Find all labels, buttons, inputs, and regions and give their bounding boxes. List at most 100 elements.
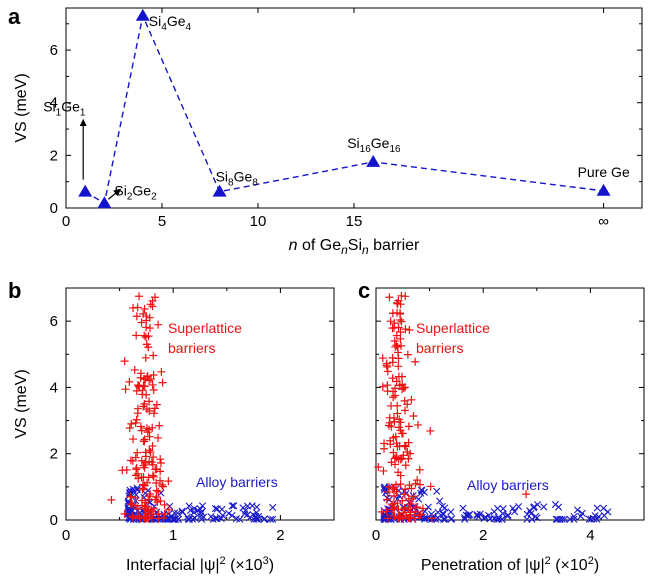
panel-b-point-superlattice	[137, 456, 146, 465]
panel-b-point-superlattice	[155, 421, 164, 430]
panel-b-point-superlattice	[133, 504, 142, 513]
panel-a-ytick-label: 0	[50, 200, 58, 217]
panel-b-point-alloy	[212, 514, 220, 523]
panel-b-point-superlattice	[142, 514, 151, 523]
panel-b-point-superlattice	[145, 432, 154, 441]
panel-b-point-superlattice	[122, 465, 131, 474]
panel-c-point-alloy	[447, 508, 455, 516]
panel-a-xtick-label: 0	[62, 213, 70, 230]
panel-b-point-superlattice	[139, 402, 148, 411]
panel-a-point	[97, 196, 112, 209]
panel-c-point-alloy	[561, 515, 569, 523]
panel-b-point-superlattice	[138, 390, 147, 399]
panel-c-point-superlattice	[406, 508, 415, 517]
panel-c-point-alloy	[530, 503, 538, 511]
panel-a-chart: 0 5 10 15 ∞ 0 2 4 6 Si1Ge1 Si2Ge2 Si4Ge4 Si8Ge8 Si16…	[13, 7, 643, 257]
panel-c-xtick-label: 4	[586, 527, 594, 544]
panel-c-frame	[375, 287, 645, 521]
panel-a-xtick-label: 15	[346, 213, 363, 230]
panel-c-point-alloy	[578, 509, 586, 517]
panel-b-point-alloy	[197, 508, 205, 516]
panel-b-point-alloy	[260, 515, 268, 523]
panel-c-point-superlattice	[387, 401, 396, 410]
panel-b-point-superlattice	[156, 476, 165, 485]
panel-c-point-superlattice	[392, 298, 401, 307]
panel-b-point-alloy	[250, 515, 258, 523]
panel-b-point-superlattice	[131, 418, 140, 427]
panel-c-point-superlattice	[407, 484, 416, 493]
panel-b-point-superlattice	[148, 460, 157, 469]
panel-b-ytick-label: 2	[50, 446, 58, 463]
panel-c-point-alloy	[459, 504, 467, 512]
panel-b-ytick-label: 0	[50, 512, 58, 529]
panel-c-point-superlattice	[393, 409, 402, 418]
panel-c-point-superlattice	[398, 496, 407, 505]
panel-c-point-superlattice	[388, 374, 397, 383]
panel-c-legend-superlattice-line2: barriers	[416, 340, 463, 356]
panel-c-point-superlattice	[404, 513, 413, 522]
panel-c-point-superlattice	[394, 348, 403, 357]
panel-b-xtick-label: 2	[276, 527, 284, 544]
panel-c-point-superlattice	[415, 511, 424, 520]
panel-b-point-superlattice	[121, 385, 130, 394]
panel-c-point-superlattice	[427, 514, 436, 523]
panel-c-point-superlattice	[400, 490, 409, 499]
panel-b-xtick-label: 0	[62, 527, 70, 544]
panel-c-point-superlattice	[389, 512, 398, 521]
panel-c-point-alloy	[498, 515, 506, 523]
panel-c-point-superlattice	[405, 325, 414, 334]
panel-c-point-superlattice	[411, 479, 420, 488]
panel-c-point-superlattice	[380, 444, 389, 453]
panel-c-point-superlattice	[403, 350, 412, 359]
panel-b-point-superlattice	[129, 303, 138, 312]
panel-c-xtick-label: 0	[372, 527, 380, 544]
panel-b-point-superlattice	[120, 509, 129, 518]
panel-b-point-alloy	[184, 515, 192, 523]
panel-b-point-alloy	[185, 502, 193, 510]
panel-c-point-superlattice	[385, 293, 394, 302]
panel-b-point-superlattice	[126, 492, 135, 501]
panel-a-series-line	[84, 13, 604, 205]
panel-b-point-superlattice	[132, 465, 141, 474]
panel-c-point-superlattice	[394, 513, 403, 522]
panel-c-point-alloy	[503, 512, 512, 520]
panel-c-point-superlattice	[411, 507, 420, 516]
panel-a-point	[78, 184, 93, 197]
panel-c-point-superlattice	[395, 423, 404, 432]
panel-b-xtick-label: 1	[169, 527, 177, 544]
panel-b-point-superlattice	[148, 380, 157, 389]
panel-c-point-superlattice	[396, 455, 405, 464]
panel-b-frame	[65, 287, 335, 521]
panel-c-point-alloy	[460, 513, 469, 522]
panel-a-ylabel: VS (meV)	[13, 73, 30, 142]
panel-b-point-superlattice	[148, 471, 157, 480]
panel-c-point-alloy	[438, 502, 446, 510]
panel-b-point-superlattice	[132, 312, 141, 321]
panel-b-point-alloy	[171, 515, 180, 523]
panel-c-point-superlattice	[374, 462, 383, 471]
panel-c-point-alloy	[528, 515, 536, 523]
panel-b-point-superlattice	[142, 316, 151, 325]
panel-b-point-alloy	[198, 515, 206, 523]
panel-b-point-superlattice	[164, 505, 173, 514]
panel-b-point-superlattice	[164, 477, 173, 486]
panel-c-point-superlattice	[399, 451, 408, 460]
panel-c-point-superlattice	[388, 500, 397, 509]
panel-c-point-alloy	[515, 503, 523, 511]
panel-c-point-superlattice	[382, 361, 391, 370]
panel-b-point-alloy	[230, 502, 238, 510]
panel-b-point-superlattice	[144, 332, 153, 341]
panel-b-point-superlattice	[133, 381, 142, 390]
panel-letter-c: c	[358, 278, 370, 303]
panel-b-point-superlattice	[148, 442, 157, 451]
panel-c-point-superlattice	[416, 480, 425, 489]
panel-b-point-alloy	[228, 502, 236, 510]
panel-b-point-superlattice	[145, 376, 154, 385]
panel-c-point-superlattice	[416, 510, 425, 519]
panel-c-point-superlattice	[384, 482, 393, 491]
panel-b-ytick-label: 4	[50, 379, 58, 396]
panel-c-point-alloy	[593, 504, 601, 512]
panel-a-arrow-si2ge2	[108, 188, 121, 200]
panel-b-point-superlattice	[150, 293, 159, 302]
panel-c-point-alloy	[510, 508, 519, 516]
